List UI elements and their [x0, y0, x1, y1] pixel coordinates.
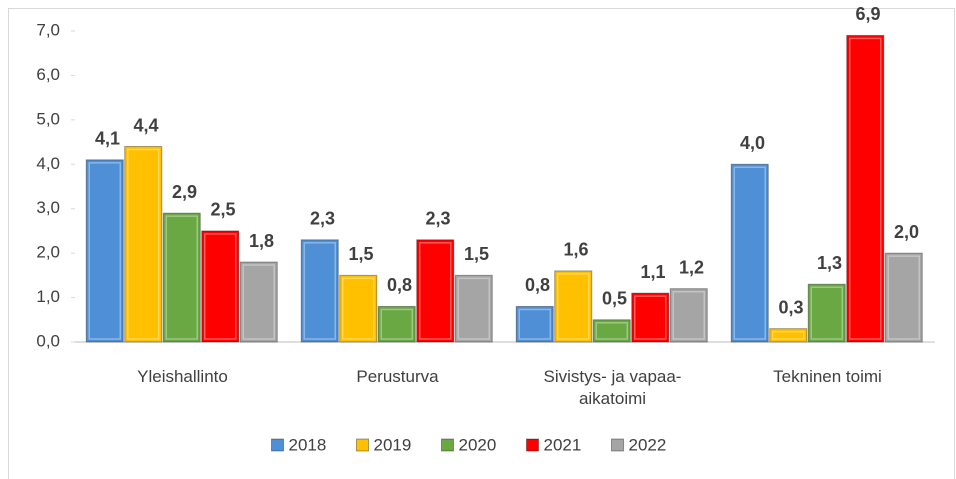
- legend-marker: [356, 438, 369, 452]
- bar: [669, 288, 708, 343]
- bar: [515, 305, 554, 343]
- bar: [377, 305, 416, 343]
- data-label: 2,5: [210, 200, 235, 220]
- bar: [454, 274, 493, 343]
- y-tick-label: 7,0: [36, 20, 60, 39]
- bar: [807, 283, 846, 343]
- data-label: 0,8: [387, 275, 412, 295]
- bar-bevel: [595, 322, 628, 340]
- legend-label: 2021: [544, 435, 582, 454]
- bar-bevel: [204, 233, 237, 340]
- data-label: 0,5: [602, 289, 627, 309]
- bar-bevel: [303, 242, 336, 340]
- y-tick-label: 6,0: [36, 65, 60, 84]
- legend-label: 2020: [459, 435, 497, 454]
- bar-bevel: [518, 308, 551, 340]
- x-tick-label: Tekninen toimi: [773, 367, 882, 386]
- legend-marker: [271, 438, 284, 452]
- y-tick-label: 3,0: [36, 198, 60, 217]
- y-tick-label: 1,0: [36, 287, 60, 306]
- data-label: 1,3: [817, 253, 842, 273]
- bar: [239, 261, 278, 343]
- bar: [884, 252, 923, 343]
- legend-marker: [441, 438, 454, 452]
- bar: [124, 146, 163, 343]
- bar-bevel: [419, 242, 452, 340]
- bar: [416, 239, 455, 343]
- bar-bevel: [887, 255, 920, 340]
- bar: [300, 239, 339, 343]
- data-label: 4,0: [740, 133, 765, 153]
- bar-bevel: [342, 277, 375, 340]
- legend-marker: [611, 438, 624, 452]
- bar-bevel: [380, 308, 413, 340]
- bar: [85, 159, 124, 343]
- bar-bevel: [772, 330, 805, 340]
- bar-bevel: [733, 166, 766, 340]
- bar: [162, 212, 201, 343]
- bar-bevel: [672, 290, 705, 340]
- data-label: 1,5: [464, 244, 489, 264]
- data-label: 1,1: [640, 262, 665, 282]
- bar-bevel: [457, 277, 490, 340]
- legend-label: 2019: [374, 435, 412, 454]
- data-label: 1,8: [249, 231, 274, 251]
- y-tick-label: 0,0: [36, 331, 60, 350]
- bar-bevel: [165, 215, 198, 340]
- bar: [769, 328, 808, 343]
- bar: [592, 319, 631, 343]
- bar-bevel: [849, 37, 882, 340]
- x-tick-label: Perusturva: [356, 367, 439, 386]
- y-tick-label: 5,0: [36, 109, 60, 128]
- x-tick-label: Yleishallinto: [137, 367, 228, 386]
- legend-label: 2022: [629, 435, 667, 454]
- bar: [631, 292, 670, 343]
- data-label: 2,3: [310, 209, 335, 229]
- bar: [846, 34, 885, 343]
- data-label: 0,3: [778, 297, 803, 317]
- bar: [339, 274, 378, 343]
- data-label: 2,9: [172, 182, 197, 202]
- data-label: 2,3: [425, 209, 450, 229]
- data-label: 1,2: [679, 257, 704, 277]
- y-tick-label: 2,0: [36, 243, 60, 262]
- data-label: 4,4: [133, 115, 158, 135]
- data-label: 6,9: [855, 4, 880, 24]
- bar-bevel: [634, 295, 667, 340]
- legend-label: 2018: [289, 435, 327, 454]
- bar-bevel: [127, 148, 160, 340]
- x-tick-label: Sivistys- ja vapaa-aikatoimi: [543, 367, 682, 408]
- bar-bevel: [557, 273, 590, 340]
- bar-bevel: [88, 162, 121, 340]
- bar-bevel: [242, 264, 275, 340]
- legend-marker: [526, 438, 539, 452]
- data-label: 1,6: [563, 240, 588, 260]
- data-label: 1,5: [348, 244, 373, 264]
- bar: [201, 230, 240, 343]
- data-label: 0,8: [525, 275, 550, 295]
- data-label: 2,0: [894, 222, 919, 242]
- chart-border: [8, 8, 955, 479]
- y-tick-label: 4,0: [36, 154, 60, 173]
- bar: [554, 270, 593, 343]
- data-label: 4,1: [95, 129, 120, 149]
- bar-bevel: [810, 286, 843, 340]
- bar: [730, 163, 769, 343]
